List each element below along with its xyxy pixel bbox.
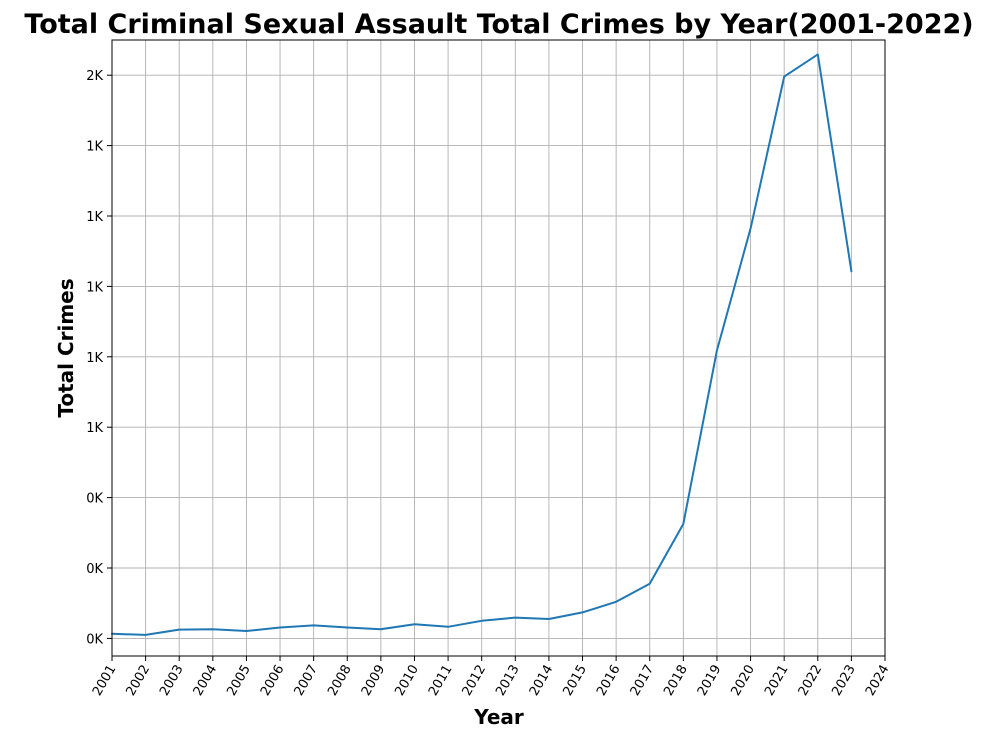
y-tick-label: 0K [86,562,103,577]
x-tick-label: 2010 [392,663,422,699]
x-tick-label: 2020 [728,663,758,699]
plot-frame [111,39,886,657]
x-tick-label: 2001 [90,663,120,699]
series-line [111,53,853,636]
x-tick-label: 2007 [292,663,322,699]
series-layer [111,53,853,636]
x-tick-label: 2023 [829,663,859,699]
y-axis-label: Total Crimes [54,278,78,417]
y-tick-label: 1K [86,421,103,436]
x-tick-label: 2009 [359,663,389,699]
x-tick-label: 2021 [762,663,792,699]
chart-title: Total Criminal Sexual Assault Total Crim… [24,9,973,40]
x-tick-label: 2002 [124,663,154,699]
x-axis-label: Year [473,705,524,729]
x-tick-label: 2024 [863,663,893,699]
x-tick-label: 2004 [191,663,221,699]
x-axis: 2001 2002 2003 2004 2005 2006 2007 2008 2009 2010… [90,656,893,699]
y-tick-label: 1K [86,210,103,225]
y-tick-label: 1K [86,280,103,295]
x-tick-label: 2022 [796,663,826,699]
x-tick-label: 2011 [426,663,456,699]
x-tick-label: 2005 [224,663,254,699]
y-tick-label: 2K [86,69,103,84]
x-tick-label: 2012 [460,663,490,699]
x-tick-label: 2014 [527,663,557,699]
x-tick-label: 2017 [628,663,658,699]
y-axis: 0K 0K 0K 1K 1K 1K 1K 1K 2K [86,69,112,647]
grid [111,40,886,656]
x-tick-label: 2018 [661,663,691,699]
x-tick-label: 2016 [594,663,624,699]
x-tick-label: 2013 [493,663,523,699]
x-tick-label: 2008 [325,663,355,699]
x-tick-label: 2006 [258,663,288,699]
y-tick-label: 1K [86,351,103,366]
x-tick-label: 2019 [695,663,725,699]
x-tick-label: 2015 [560,663,590,699]
y-tick-label: 0K [86,492,103,507]
y-tick-label: 1K [86,140,103,155]
x-tick-label: 2003 [157,663,187,699]
y-tick-label: 0K [86,632,103,647]
